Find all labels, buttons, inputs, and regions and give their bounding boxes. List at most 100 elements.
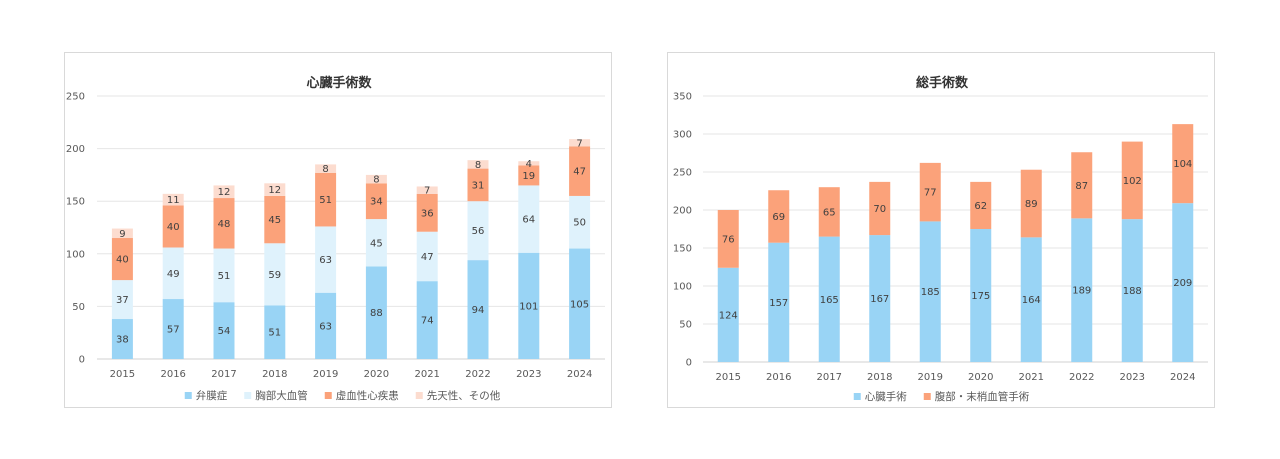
bar-segment <box>717 210 739 268</box>
data-label: 87 <box>1075 181 1088 192</box>
bar-segment <box>518 161 540 166</box>
bar-segment <box>1071 218 1093 362</box>
y-tick-label: 350 <box>673 92 692 103</box>
x-tick-label: 2016 <box>766 372 791 383</box>
x-tick-label: 2018 <box>262 369 287 380</box>
data-label: 11 <box>167 195 180 206</box>
bar-segment <box>162 193 184 206</box>
bar-segment <box>162 205 184 248</box>
data-label: 65 <box>823 207 836 218</box>
bar-segment <box>365 183 387 220</box>
bar-segment <box>264 243 286 306</box>
data-label: 31 <box>472 180 485 191</box>
bar-segment <box>111 280 133 320</box>
data-label: 8 <box>475 160 481 171</box>
y-tick-label: 150 <box>66 197 85 208</box>
cardiac-surgery-chart-panel: 心臓手術数 0 50 100 150 200 250 38 37 40 9 2015 57 49 40 11 2… <box>64 52 612 408</box>
data-label: 51 <box>319 195 332 206</box>
legend-label: 虚血性心疾患 <box>336 389 399 402</box>
bar-segment <box>919 162 941 222</box>
data-label: 76 <box>722 234 735 245</box>
data-label: 36 <box>421 208 434 219</box>
bar-segment <box>162 247 184 300</box>
y-tick-label: 300 <box>673 130 692 141</box>
data-label: 54 <box>218 326 231 337</box>
bar-segment <box>111 238 133 281</box>
y-tick-label: 250 <box>66 92 85 103</box>
y-tick-label: 50 <box>679 320 692 331</box>
legend-label: 胸部大血管 <box>255 389 308 402</box>
bar-segment <box>818 236 840 362</box>
data-label: 185 <box>921 287 940 298</box>
data-label: 167 <box>870 294 889 305</box>
legend-swatch <box>244 392 252 399</box>
bar-segment <box>1071 152 1093 219</box>
y-tick-label: 200 <box>66 144 85 155</box>
data-label: 77 <box>924 188 937 199</box>
legend: 心臓手術 腹部・末梢血管手術 <box>853 390 1030 403</box>
bar-segment <box>213 302 235 359</box>
data-label: 40 <box>116 255 129 266</box>
data-label: 7 <box>576 138 582 149</box>
bar-segment <box>467 201 489 261</box>
data-label: 70 <box>873 204 886 215</box>
data-label: 175 <box>971 291 990 302</box>
x-tick-label: 2024 <box>567 369 592 380</box>
data-label: 101 <box>519 301 538 312</box>
data-label: 4 <box>526 159 532 170</box>
bar-segment <box>569 195 591 249</box>
data-label: 12 <box>218 187 231 198</box>
x-tick-label: 2023 <box>516 369 541 380</box>
data-label: 164 <box>1022 295 1041 306</box>
data-label: 48 <box>218 219 231 230</box>
data-label: 38 <box>116 335 129 346</box>
bar-segment <box>970 181 992 229</box>
bar-segment <box>768 190 790 243</box>
total-surgery-chart: 総手術数 0 50 100 150 200 250 300 350 124 76 2015 157 69 2… <box>673 75 1208 403</box>
data-label: 88 <box>370 308 383 319</box>
bar-segment <box>162 299 184 359</box>
bar-segment <box>467 160 489 169</box>
data-label: 102 <box>1123 176 1142 187</box>
data-label: 59 <box>268 270 281 281</box>
x-tick-label: 2022 <box>1069 372 1094 383</box>
data-label: 94 <box>472 305 485 316</box>
x-tick-label: 2018 <box>867 372 892 383</box>
total-surgery-chart-panel: 総手術数 0 50 100 150 200 250 300 350 124 76 2015 157 69 2… <box>667 52 1215 408</box>
legend: 弁膜症 胸部大血管 虚血性心疾患 先天性、その他 <box>184 389 501 402</box>
bar-segment <box>111 319 133 359</box>
bar-segment <box>315 172 337 227</box>
bar-segment <box>213 248 235 303</box>
y-tick-label: 250 <box>673 168 692 179</box>
bar-segment <box>264 183 286 196</box>
bar-segment <box>569 146 591 196</box>
bar-segment <box>518 252 540 359</box>
legend-swatch <box>853 393 861 400</box>
data-label: 45 <box>268 215 281 226</box>
x-tick-label: 2017 <box>817 372 842 383</box>
data-label: 69 <box>772 212 785 223</box>
bar-segment <box>569 248 591 359</box>
bar-segment <box>416 186 438 194</box>
x-tick-label: 2021 <box>1019 372 1044 383</box>
data-label: 124 <box>719 310 738 321</box>
bar-segment <box>467 260 489 359</box>
data-label: 56 <box>472 226 485 237</box>
bar-segment <box>1172 124 1194 204</box>
data-label: 47 <box>573 167 586 178</box>
y-tick-label: 50 <box>72 302 85 313</box>
y-tick-label: 150 <box>673 244 692 255</box>
data-label: 104 <box>1173 159 1192 170</box>
bar-segment <box>1172 203 1194 362</box>
data-label: 74 <box>421 316 434 327</box>
bar-segment <box>1020 169 1042 238</box>
bar-segment <box>467 168 489 202</box>
x-tick-label: 2019 <box>918 372 943 383</box>
y-tick-label: 0 <box>79 355 85 366</box>
legend-swatch <box>923 393 931 400</box>
bar-segment <box>569 139 591 147</box>
data-label: 45 <box>370 238 383 249</box>
bar-segment <box>970 229 992 362</box>
data-label: 34 <box>370 197 383 208</box>
legend-label: 腹部・末梢血管手術 <box>935 390 1030 403</box>
